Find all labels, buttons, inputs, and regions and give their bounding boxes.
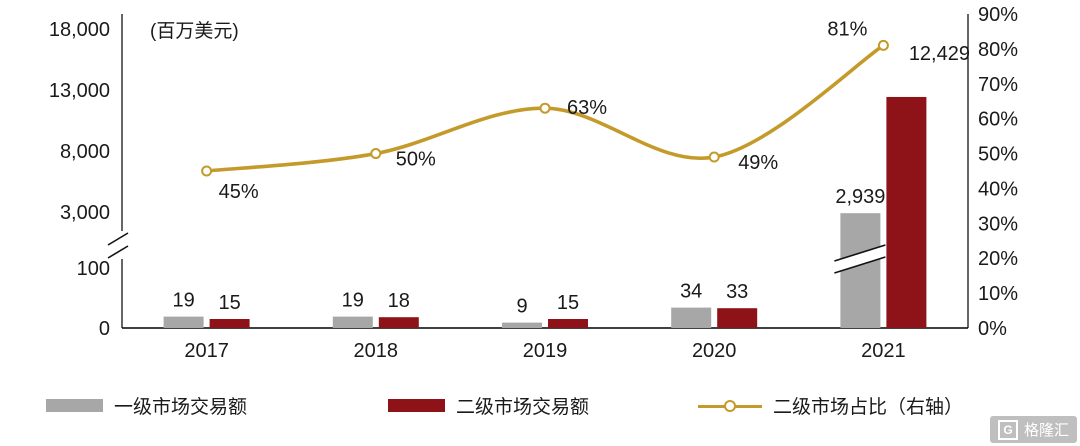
right-axis-tick-label: 40%: [978, 178, 1018, 200]
bar-value-label: 15: [218, 292, 240, 314]
left-axis-tick-label: 100: [77, 258, 110, 280]
legend-item-secondary-share: 二级市场占比（右轴）: [698, 392, 963, 419]
bar-primary-2019: [502, 322, 542, 328]
line-percent-label: 50%: [396, 149, 436, 171]
axis-break-gap: [112, 231, 126, 259]
right-axis-tick-label: 90%: [978, 4, 1018, 26]
line-point-marker-2019: [539, 102, 551, 114]
bar-primary-2018: [332, 316, 373, 328]
left-axis-tick-label: 18,000: [49, 19, 110, 41]
legend-swatch-primary-bar-icon: [46, 399, 103, 412]
line-percent-label: 81%: [827, 18, 867, 40]
bar-break-gap: [834, 245, 886, 273]
line-point-marker-2017: [201, 165, 213, 177]
bar-secondary-2017: [209, 319, 250, 328]
bar-secondary-2021: [886, 96, 927, 328]
legend-label-secondary-market: 二级市场交易额: [456, 397, 590, 418]
watermark-brand: 格隆汇: [1023, 422, 1069, 439]
x-axis-year-label: 2019: [523, 340, 568, 362]
bar-value-label: 18: [388, 290, 410, 312]
legend-label-primary-market: 一级市场交易额: [114, 397, 248, 418]
bar-value-label: 12,429: [909, 43, 970, 65]
bar-value-label: 34: [680, 281, 702, 303]
bar-value-label: 15: [557, 292, 579, 314]
line-percent-label: 63%: [567, 97, 607, 119]
bar-value-label: 2,939: [835, 186, 885, 208]
legend-swatch-secondary-bar-icon: [388, 399, 445, 412]
right-axis-tick-label: 10%: [978, 283, 1018, 305]
x-axis-year-label: 2018: [354, 340, 399, 362]
right-axis-tick-label: 20%: [978, 248, 1018, 270]
axis-break-slash: [107, 245, 129, 259]
line-point-marker-2020: [708, 151, 720, 163]
bar-break-slash: [834, 244, 886, 262]
legend-circle-marker-icon: [724, 399, 736, 412]
x-axis-year-label: 2021: [861, 340, 906, 362]
legend: 一级市场交易额 二级市场交易额 二级市场占比（右轴）: [0, 392, 1080, 418]
x-axis-year-label: 2020: [692, 340, 737, 362]
bar-break-slash: [834, 256, 886, 274]
bar-primary-2020: [671, 307, 712, 328]
legend-label-secondary-share: 二级市场占比（右轴）: [773, 397, 964, 418]
line-percent-label: 49%: [738, 152, 778, 174]
watermark-gelonghui: G 格隆汇: [989, 416, 1077, 443]
legend-item-secondary-market: 二级市场交易额: [388, 392, 589, 419]
left-axis-tick-label: 8,000: [60, 141, 110, 163]
line-point-marker-2018: [370, 148, 382, 160]
left-axis-tick-label: 13,000: [49, 80, 110, 102]
bar-secondary-2019: [548, 319, 588, 328]
gelonghui-logo-icon: G: [997, 419, 1018, 440]
bar-value-label: 9: [516, 296, 527, 318]
bar-secondary-2020: [717, 308, 758, 328]
axis-unit-label: (百万美元): [150, 21, 239, 42]
bar-primary-2017: [163, 316, 204, 328]
right-axis-tick-label: 50%: [978, 144, 1018, 166]
bar-value-label: 19: [342, 290, 364, 312]
right-axis-tick-label: 60%: [978, 109, 1018, 131]
legend-swatch-line-marker-icon: [698, 399, 762, 413]
bar-secondary-2018: [378, 317, 419, 328]
bar-value-label: 19: [172, 290, 194, 312]
axis-break-slash: [107, 232, 129, 246]
right-axis-tick-label: 70%: [978, 74, 1018, 96]
line-point-marker-2021: [877, 39, 889, 51]
left-axis-tick-label: 0: [99, 318, 110, 340]
bar-primary-2021: [840, 213, 881, 328]
right-axis-tick-label: 0%: [978, 318, 1007, 340]
right-axis-tick-label: 30%: [978, 213, 1018, 235]
right-axis-tick-label: 80%: [978, 39, 1018, 61]
legend-item-primary-market: 一级市场交易额: [46, 392, 247, 419]
line-percent-label: 45%: [219, 181, 259, 203]
bar-value-label: 33: [726, 281, 748, 303]
left-axis-tick-label: 3,000: [60, 202, 110, 224]
x-axis-year-label: 2017: [184, 340, 229, 362]
